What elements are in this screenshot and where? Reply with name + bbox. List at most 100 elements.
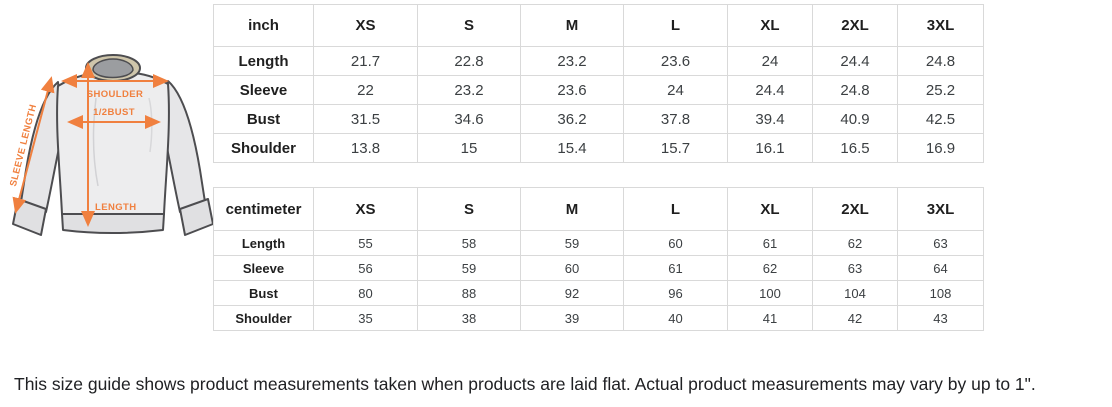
- row-label-length: Length: [213, 46, 314, 76]
- cell-value: 15: [417, 133, 521, 163]
- cell-value: 60: [623, 230, 728, 256]
- cell-value: 23.6: [623, 46, 728, 76]
- cell-value: 36.2: [520, 104, 624, 134]
- size-header-s: S: [417, 187, 521, 231]
- cell-value: 104: [812, 280, 898, 306]
- cell-value: 108: [897, 280, 984, 306]
- size-header-3xl: 3XL: [897, 4, 984, 47]
- cell-value: 21.7: [313, 46, 418, 76]
- header-row: centimeter XS S M L XL 2XL 3XL: [213, 187, 984, 231]
- cell-value: 16.5: [812, 133, 898, 163]
- cell-value: 15.4: [520, 133, 624, 163]
- cell-value: 96: [623, 280, 728, 306]
- collar-opening-shape: [92, 58, 134, 79]
- row-label-length: Length: [213, 230, 314, 256]
- cell-value: 22: [313, 75, 418, 105]
- cell-value: 80: [313, 280, 418, 306]
- row-label-bust: Bust: [213, 104, 314, 134]
- cell-value: 23.2: [520, 46, 624, 76]
- row-label-sleeve: Sleeve: [213, 75, 314, 105]
- cell-value: 24.4: [812, 46, 898, 76]
- cell-value: 40.9: [812, 104, 898, 134]
- table-row-sleeve: Sleeve 22 23.2 23.6 24 24.4 24.8 25.2: [213, 75, 984, 105]
- table-row-length: Length 55 58 59 60 61 62 63: [213, 230, 984, 256]
- cell-value: 92: [520, 280, 624, 306]
- size-header-s: S: [417, 4, 521, 47]
- unit-header-centimeter: centimeter: [213, 187, 314, 231]
- size-table-centimeter: centimeter XS S M L XL 2XL 3XL Length 55…: [213, 187, 984, 331]
- hem-band-shape: [61, 213, 165, 234]
- cell-value: 55: [313, 230, 418, 256]
- size-header-l: L: [623, 4, 728, 47]
- cell-value: 88: [417, 280, 521, 306]
- cell-value: 15.7: [623, 133, 728, 163]
- cell-value: 35: [313, 305, 418, 331]
- sweatshirt-illustration: SHOULDER 1/2BUST LENGTH SLEEVE LENGTH: [8, 54, 214, 236]
- header-row: inch XS S M L XL 2XL 3XL: [213, 4, 984, 47]
- cell-value: 24.8: [897, 46, 984, 76]
- cell-value: 24.4: [727, 75, 813, 105]
- size-header-xs: XS: [313, 4, 418, 47]
- cell-value: 25.2: [897, 75, 984, 105]
- cell-value: 13.8: [313, 133, 418, 163]
- cell-value: 43: [897, 305, 984, 331]
- cell-value: 22.8: [417, 46, 521, 76]
- size-header-2xl: 2XL: [812, 187, 898, 231]
- row-label-shoulder: Shoulder: [213, 133, 314, 163]
- cell-value: 56: [313, 255, 418, 281]
- size-header-l: L: [623, 187, 728, 231]
- cell-value: 23.2: [417, 75, 521, 105]
- cell-value: 59: [520, 230, 624, 256]
- cell-value: 24: [727, 46, 813, 76]
- cell-value: 59: [417, 255, 521, 281]
- sweatshirt-diagram: SHOULDER 1/2BUST LENGTH SLEEVE LENGTH: [0, 2, 216, 307]
- cell-value: 39: [520, 305, 624, 331]
- cell-value: 39.4: [727, 104, 813, 134]
- table-row-bust: Bust 80 88 92 96 100 104 108: [213, 280, 984, 306]
- shoulder-measure-label: SHOULDER: [87, 89, 144, 100]
- row-label-shoulder: Shoulder: [213, 305, 314, 331]
- row-label-bust: Bust: [213, 280, 314, 306]
- size-header-2xl: 2XL: [812, 4, 898, 47]
- table-row-bust: Bust 31.5 34.6 36.2 37.8 39.4 40.9 42.5: [213, 104, 984, 134]
- cell-value: 63: [812, 255, 898, 281]
- cell-value: 42: [812, 305, 898, 331]
- cell-value: 58: [417, 230, 521, 256]
- sleeve-length-arrow: [12, 76, 55, 214]
- cell-value: 37.8: [623, 104, 728, 134]
- cell-value: 63: [897, 230, 984, 256]
- cell-value: 62: [727, 255, 813, 281]
- table-row-length: Length 21.7 22.8 23.2 23.6 24 24.4 24.8: [213, 46, 984, 76]
- cell-value: 31.5: [313, 104, 418, 134]
- cell-value: 60: [520, 255, 624, 281]
- row-label-sleeve: Sleeve: [213, 255, 314, 281]
- size-table-inch: inch XS S M L XL 2XL 3XL Length 21.7 22.…: [213, 4, 984, 163]
- size-header-3xl: 3XL: [897, 187, 984, 231]
- size-header-m: M: [520, 187, 624, 231]
- size-header-xl: XL: [727, 4, 813, 47]
- cell-value: 61: [623, 255, 728, 281]
- cell-value: 61: [727, 230, 813, 256]
- cell-value: 100: [727, 280, 813, 306]
- cell-value: 16.1: [727, 133, 813, 163]
- cell-value: 62: [812, 230, 898, 256]
- size-header-m: M: [520, 4, 624, 47]
- unit-header-inch: inch: [213, 4, 314, 47]
- table-row-sleeve: Sleeve 56 59 60 61 62 63 64: [213, 255, 984, 281]
- table-row-shoulder: Shoulder 35 38 39 40 41 42 43: [213, 305, 984, 331]
- footer-note: This size guide shows product measuremen…: [14, 374, 1036, 394]
- cell-value: 38: [417, 305, 521, 331]
- cell-value: 23.6: [520, 75, 624, 105]
- size-header-xs: XS: [313, 187, 418, 231]
- cell-value: 24: [623, 75, 728, 105]
- cell-value: 34.6: [417, 104, 521, 134]
- length-measure-label: LENGTH: [95, 202, 136, 213]
- cell-value: 24.8: [812, 75, 898, 105]
- half-bust-measure-label: 1/2BUST: [93, 107, 135, 118]
- cell-value: 40: [623, 305, 728, 331]
- cell-value: 41: [727, 305, 813, 331]
- cell-value: 42.5: [897, 104, 984, 134]
- table-row-shoulder: Shoulder 13.8 15 15.4 15.7 16.1 16.5 16.…: [213, 133, 984, 163]
- cell-value: 16.9: [897, 133, 984, 163]
